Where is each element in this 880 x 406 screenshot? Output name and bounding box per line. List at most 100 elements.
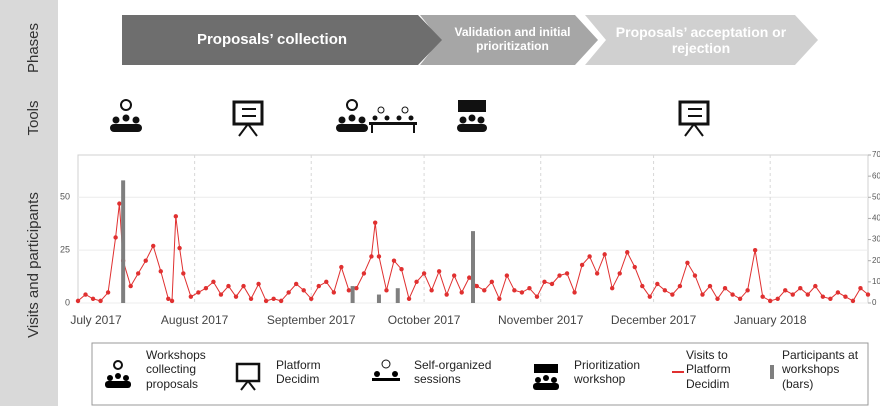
point	[151, 243, 156, 249]
phase-arrow	[420, 15, 598, 65]
point	[790, 292, 795, 297]
x-tick-label: September 2017	[267, 313, 356, 327]
point	[158, 269, 163, 274]
point	[767, 298, 773, 304]
point	[512, 288, 517, 293]
point	[850, 298, 856, 304]
y-tick-label: 0	[65, 297, 70, 307]
point	[640, 283, 645, 289]
point	[813, 283, 818, 289]
y2-tick-label: 70	[872, 150, 880, 159]
point	[346, 288, 352, 293]
legend-label: Platform Decidim	[276, 358, 321, 387]
point	[241, 283, 246, 289]
icon-prioritization	[457, 100, 487, 132]
point	[752, 247, 758, 253]
point	[579, 262, 585, 268]
x-tick-label: January 2018	[734, 313, 807, 327]
row-label-band	[0, 0, 58, 406]
point	[662, 288, 668, 293]
point	[700, 292, 705, 297]
x-tick-label: December 2017	[611, 313, 697, 327]
point	[692, 273, 698, 278]
y-tick-label: 25	[60, 245, 70, 255]
bar	[350, 286, 355, 303]
point	[339, 264, 344, 270]
point	[828, 296, 833, 301]
point	[482, 288, 487, 293]
phase-arrow	[585, 15, 818, 65]
point	[557, 273, 562, 278]
point	[625, 250, 630, 255]
point	[177, 245, 182, 251]
point	[293, 281, 299, 287]
point	[256, 281, 261, 287]
point	[414, 279, 419, 285]
point	[188, 294, 194, 299]
point	[75, 298, 81, 304]
point	[173, 214, 179, 219]
legend-icon	[105, 360, 131, 388]
point	[707, 283, 713, 289]
point	[542, 279, 547, 285]
y2-tick-label: 0	[872, 298, 877, 307]
point	[331, 290, 337, 295]
y2-tick-label: 60	[872, 171, 880, 180]
icon-platform	[678, 100, 710, 137]
point	[647, 294, 653, 299]
legend-icon	[372, 359, 400, 381]
point	[181, 271, 186, 276]
point	[169, 298, 175, 304]
bar	[121, 180, 126, 303]
point	[316, 283, 321, 289]
point	[527, 286, 532, 291]
point	[226, 283, 231, 289]
legend-box	[91, 342, 869, 406]
point	[105, 290, 111, 295]
point	[233, 294, 239, 299]
point	[564, 271, 570, 276]
point	[730, 292, 735, 297]
tool-icons	[110, 99, 710, 137]
x-tick-label: July 2017	[70, 313, 122, 327]
point	[301, 288, 306, 293]
legend-label: Prioritization workshop	[574, 358, 641, 387]
legend-icon	[235, 362, 261, 391]
point	[459, 290, 464, 295]
point	[113, 235, 118, 240]
point	[820, 294, 826, 299]
point	[594, 271, 600, 276]
row-label: Visits and participants	[25, 192, 42, 338]
point	[775, 296, 780, 301]
point	[384, 288, 389, 293]
point	[843, 294, 848, 299]
y2-tick-label: 30	[872, 235, 880, 244]
point	[429, 288, 434, 293]
icon-workshop	[336, 99, 368, 132]
point	[835, 290, 841, 295]
point	[534, 294, 540, 299]
legend-label: Participants at workshops (bars)	[782, 348, 859, 391]
point	[489, 279, 495, 285]
y2-tick-label: 20	[872, 256, 880, 265]
point	[677, 283, 683, 289]
y2-tick-label: 40	[872, 214, 880, 223]
point	[263, 298, 269, 304]
point	[467, 275, 472, 280]
point	[372, 220, 378, 225]
point	[278, 298, 284, 304]
point	[128, 283, 133, 289]
point	[166, 296, 171, 301]
point	[369, 254, 374, 259]
point	[324, 279, 329, 285]
point	[497, 296, 502, 301]
bar	[376, 294, 381, 303]
y-tick-label: 50	[60, 192, 70, 202]
point	[421, 271, 427, 276]
point	[117, 201, 122, 206]
legend-icon	[533, 364, 559, 390]
point	[406, 296, 412, 301]
point	[376, 254, 382, 259]
point	[519, 290, 525, 295]
